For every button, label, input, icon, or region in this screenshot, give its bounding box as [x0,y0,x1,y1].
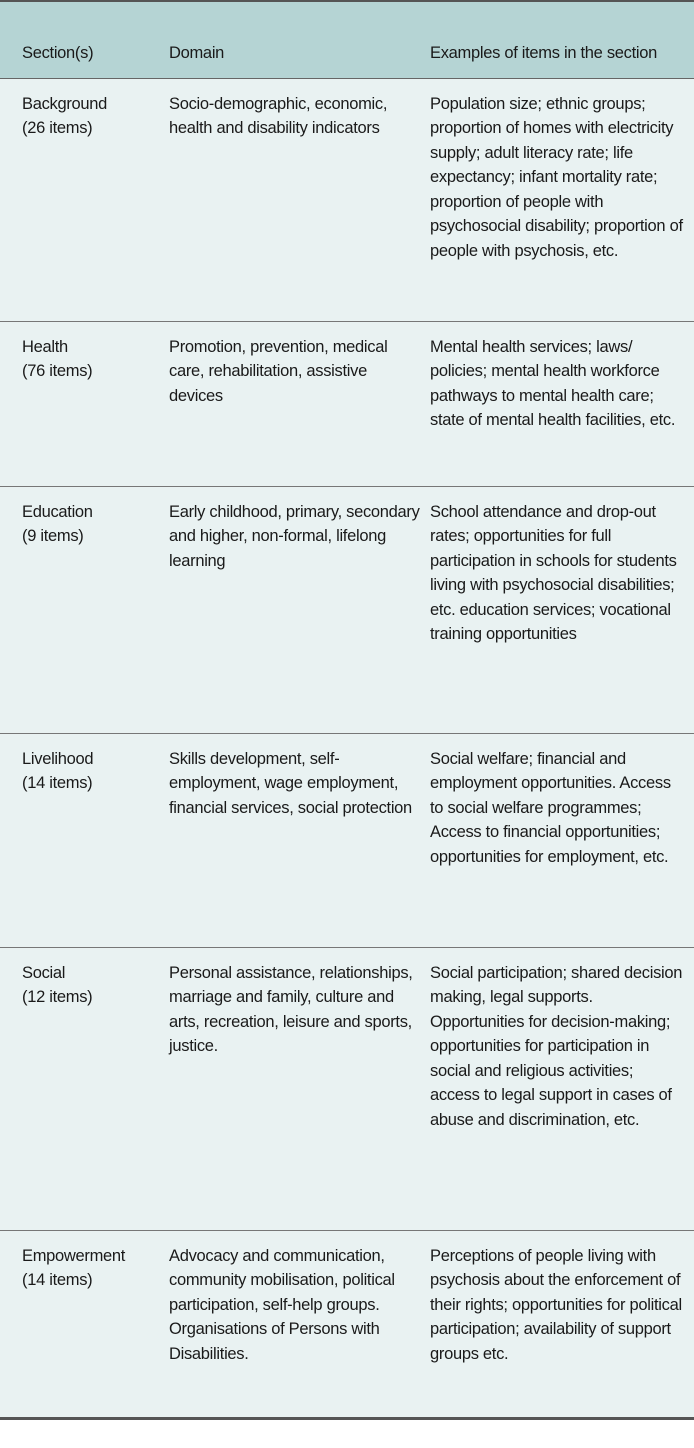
section-name: Health [22,337,68,356]
section-name: Background [22,94,108,113]
domain-cell: Personal assistance, relationships, marr… [169,963,413,1056]
section-count: (76 items) [22,362,93,381]
domain-cell: Early childhood, primary, secondary and … [169,502,420,570]
table-row: Background (26 items) Socio-demographic, e… [0,78,694,321]
section-count: (12 items) [22,988,93,1007]
section-cell: Social (12 items) [0,947,169,1230]
header-domain: Domain [169,43,225,62]
examples-cell: Population size; ethnic groups; proporti… [430,94,683,261]
header-examples: Examples of items in the section [430,43,658,62]
examples-cell: Social welfare; financial and employment… [430,749,671,866]
section-count: (14 items) [22,1271,93,1290]
section-cell: Background (26 items) [0,78,169,321]
section-name: Education [22,502,93,521]
domain-cell: Socio-demographic, economic, health and … [169,94,388,138]
table-row: Health (76 items) Promotion, prevention, m… [0,321,694,486]
section-count: (14 items) [22,774,93,793]
table-row: Social (12 items) Personal assistance, rel… [0,947,694,1230]
section-cell: Livelihood (14 items) [0,733,169,947]
examples-cell: School attendance and drop-out rates; op… [430,502,677,644]
domain-cell: Promotion, prevention, medical care, reh… [169,337,388,405]
section-cell: Health (76 items) [0,321,169,486]
table-header-row: Section(s) Domain Examples of items in t… [0,1,694,78]
section-name: Livelihood [22,749,94,768]
header-section: Section(s) [22,43,94,62]
section-cell: Empowerment (14 items) [0,1230,169,1418]
section-name: Social [22,963,66,982]
section-name: Empowerment [22,1246,126,1265]
domain-cell: Skills development, self-employment, wag… [169,749,412,817]
table-row: Education (9 items) Early childhood, prima… [0,486,694,733]
examples-cell: Social participation; shared decision ma… [430,963,683,1130]
examples-cell: Perceptions of people living with psycho… [430,1246,682,1363]
examples-cell: Mental health services; laws/ policies; … [430,337,676,430]
domain-cell: Advocacy and communication, community mo… [169,1246,395,1363]
table-row: Livelihood (14 items) Skills development, … [0,733,694,947]
section-count: (9 items) [22,527,84,546]
table-row: Empowerment (14 items) Advocacy and commun… [0,1230,694,1418]
section-count: (26 items) [22,119,93,138]
section-cell: Education (9 items) [0,486,169,733]
